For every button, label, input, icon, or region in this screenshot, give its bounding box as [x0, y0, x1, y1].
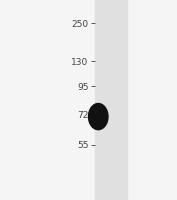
Text: 95: 95	[77, 83, 88, 91]
Text: 55: 55	[77, 141, 88, 149]
Ellipse shape	[88, 104, 108, 130]
Text: 250: 250	[71, 20, 88, 28]
Text: 72: 72	[77, 111, 88, 119]
Bar	[95, 0, 127, 200]
Text: 130: 130	[71, 58, 88, 66]
